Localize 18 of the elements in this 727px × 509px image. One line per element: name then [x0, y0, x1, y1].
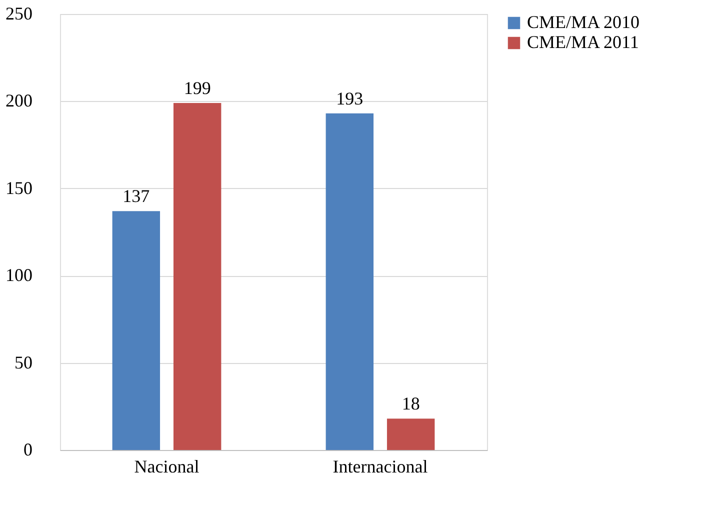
x-tick-label: Nacional	[134, 456, 200, 476]
y-tick-label: 50	[14, 352, 32, 372]
x-tick-label: Internacional	[332, 456, 428, 476]
bar	[112, 211, 160, 450]
bar	[173, 102, 222, 450]
y-tick-label: 100	[6, 265, 32, 286]
data-label: 193	[336, 88, 364, 108]
y-tick-label: 250	[6, 4, 32, 24]
bar	[326, 113, 374, 450]
y-tick-label: 200	[6, 90, 32, 111]
legend-label: CME/MA 2010	[527, 12, 640, 32]
y-tick-label: 150	[6, 178, 32, 198]
data-label: 137	[122, 186, 150, 206]
legend-label: CME/MA 2011	[527, 32, 639, 52]
data-label: 199	[184, 78, 211, 98]
y-tick-label: 0	[24, 440, 32, 460]
bar	[386, 418, 435, 450]
data-label: 18	[402, 394, 420, 414]
